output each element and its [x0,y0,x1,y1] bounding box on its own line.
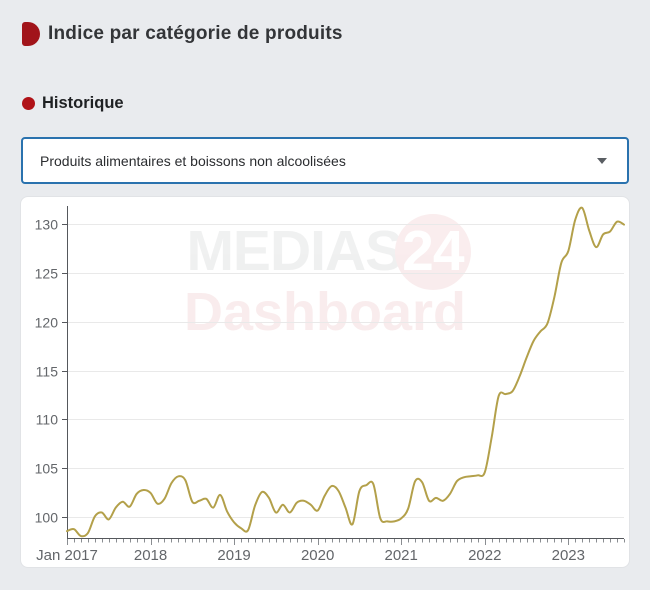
svg-text:100: 100 [35,510,59,526]
svg-text:115: 115 [36,364,59,380]
chart-card: MEDIAS 24 Dashboard 100 105 110 115 120 125 130… [20,196,630,568]
svg-text:2019: 2019 [217,547,250,564]
svg-text:2020: 2020 [301,547,334,564]
svg-text:105: 105 [35,461,59,477]
svg-text:2022: 2022 [468,547,501,564]
page-title: Indice par catégorie de produits [48,23,343,44]
svg-text:2021: 2021 [385,547,418,564]
svg-text:130: 130 [35,217,59,233]
svg-text:2023: 2023 [552,547,585,564]
bullet-icon [22,97,35,110]
category-dropdown[interactable]: Produits alimentaires et boissons non al… [21,137,629,184]
section-header: Historique [22,94,124,113]
category-dropdown-value: Produits alimentaires et boissons non al… [40,152,346,169]
svg-text:125: 125 [35,266,59,282]
svg-text:2018: 2018 [134,547,167,564]
svg-text:Jan 2017: Jan 2017 [36,547,98,564]
brand-d-icon [22,22,40,46]
svg-text:110: 110 [36,412,59,428]
historical-line-chart[interactable]: 100 105 110 115 120 125 130 Jan 2017 2018 2019 202… [21,197,630,568]
chevron-down-icon [597,157,607,164]
section-title: Historique [42,94,124,112]
svg-text:120: 120 [35,315,59,331]
page-header: Indice par catégorie de produits [22,22,343,46]
